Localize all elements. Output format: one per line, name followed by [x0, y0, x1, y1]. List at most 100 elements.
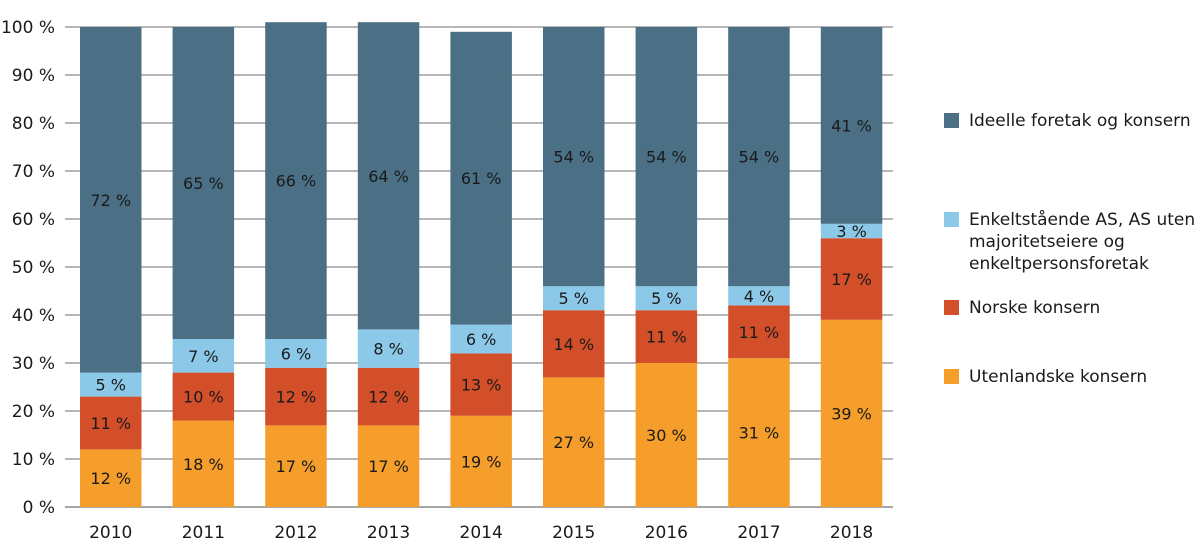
y-tick-label: 90 %: [12, 66, 55, 86]
bar-segment: [172, 339, 235, 373]
data-label: 8 %: [373, 340, 403, 359]
legend-swatch: [944, 113, 959, 128]
y-tick-label: 60 %: [12, 210, 55, 230]
data-label: 12 %: [276, 388, 317, 407]
legend-swatch: [944, 212, 959, 227]
bar-segment: [820, 223, 883, 239]
y-tick-label: 20 %: [12, 402, 55, 422]
data-label: 19 %: [461, 452, 502, 471]
x-tick-label: 2018: [830, 523, 873, 543]
y-tick-label: 40 %: [12, 306, 55, 326]
bars: 12 % 11 % 5 % 72 % 18 % 10 % 7 % 65 % 17 % 12 % 6 …: [80, 22, 883, 507]
bar-segment: [728, 27, 790, 287]
data-label: 65 %: [183, 174, 224, 193]
x-tick-label: 2015: [552, 523, 595, 543]
data-label: 13 %: [461, 376, 502, 395]
legend-label: Norske konsern: [969, 298, 1100, 318]
data-label: 4 %: [744, 287, 774, 306]
bar-segment: [543, 27, 605, 287]
data-label: 5 %: [651, 289, 681, 308]
legend-label: majoritetseiere og: [969, 232, 1125, 252]
legend-label: Ideelle foretak og konsern: [969, 111, 1191, 131]
bar-segment: [820, 319, 883, 507]
x-tick-label: 2017: [737, 523, 780, 543]
y-tick-label: 50 %: [12, 258, 55, 278]
legend: Ideelle foretak og konsern Enkeltstående …: [944, 111, 1195, 387]
x-axis-tick-labels: 2010 2011 2012 2013 2014 2015 2016 2017 2018: [89, 523, 873, 543]
data-label: 61 %: [461, 169, 502, 188]
data-label: 5 %: [559, 289, 589, 308]
bar-segment: [172, 372, 235, 421]
x-tick-label: 2011: [182, 523, 225, 543]
bar-segment: [450, 415, 512, 507]
x-tick-label: 2013: [367, 523, 410, 543]
bar-segment: [450, 353, 512, 416]
data-label: 14 %: [553, 335, 594, 354]
bar-segment: [820, 27, 883, 224]
data-label: 30 %: [646, 426, 687, 445]
data-label: 64 %: [368, 167, 409, 186]
data-label: 39 %: [831, 404, 872, 423]
x-tick-label: 2014: [460, 523, 503, 543]
y-tick-label: 80 %: [12, 114, 55, 134]
data-label: 18 %: [183, 455, 224, 474]
bar-segment: [80, 449, 142, 507]
bar-segment: [543, 310, 605, 378]
bar-segment: [80, 27, 142, 373]
data-label: 5 %: [96, 376, 126, 395]
bar-segment: [80, 372, 142, 397]
data-label: 11 %: [739, 323, 780, 342]
bar-segment: [357, 329, 420, 368]
x-tick-label: 2010: [89, 523, 132, 543]
bar-segment: [172, 27, 235, 339]
bar-segment: [357, 22, 420, 330]
bar-segment: [357, 367, 420, 426]
bar-segment: [357, 425, 420, 507]
bar-segment: [728, 305, 790, 359]
bar-segment: [820, 238, 883, 320]
data-label: 6 %: [281, 344, 311, 363]
bar-segment: [80, 396, 142, 450]
data-label: 31 %: [739, 424, 780, 443]
data-label: 12 %: [368, 388, 409, 407]
data-label: 41 %: [831, 116, 872, 135]
bar-segment: [172, 420, 235, 507]
data-label: 17 %: [276, 457, 317, 476]
y-axis-tick-labels: 0 % 10 % 20 % 30 % 40 % 50 % 60 % 70 % 80 % 90 % 1…: [1, 18, 55, 518]
bar-segment: [635, 363, 698, 507]
bar-segment: [265, 425, 327, 507]
legend-label: enkeltpersonsforetak: [969, 254, 1149, 274]
bar-segment: [265, 339, 327, 368]
data-label: 66 %: [276, 172, 317, 191]
y-tick-label: 0 %: [23, 498, 55, 518]
y-tick-label: 30 %: [12, 354, 55, 374]
y-tick-label: 100 %: [1, 18, 55, 38]
bar-segment: [265, 367, 327, 426]
legend-swatch: [944, 369, 959, 384]
x-tick-label: 2012: [274, 523, 317, 543]
bar-segment: [265, 22, 327, 339]
y-tick-label: 70 %: [12, 162, 55, 182]
bar-segment: [543, 377, 605, 507]
bar-segment: [450, 31, 512, 325]
data-label: 17 %: [831, 270, 872, 289]
bar-segment: [728, 286, 790, 306]
data-label: 10 %: [183, 388, 224, 407]
data-label: 72 %: [90, 191, 131, 210]
data-label: 7 %: [188, 347, 218, 366]
data-label: 54 %: [739, 148, 780, 167]
data-label: 27 %: [553, 433, 594, 452]
bar-segment: [728, 358, 790, 507]
data-label: 6 %: [466, 330, 496, 349]
legend-label: Utenlandske konsern: [969, 367, 1147, 387]
bar-segment: [635, 27, 698, 287]
data-label: 11 %: [90, 414, 131, 433]
data-label: 54 %: [553, 148, 594, 167]
x-tick-label: 2016: [645, 523, 688, 543]
data-label: 54 %: [646, 148, 687, 167]
data-label: 3 %: [836, 222, 866, 241]
data-label: 17 %: [368, 457, 409, 476]
legend-label: Enkeltstående AS, AS uten: [969, 209, 1195, 230]
y-tick-label: 10 %: [12, 450, 55, 470]
